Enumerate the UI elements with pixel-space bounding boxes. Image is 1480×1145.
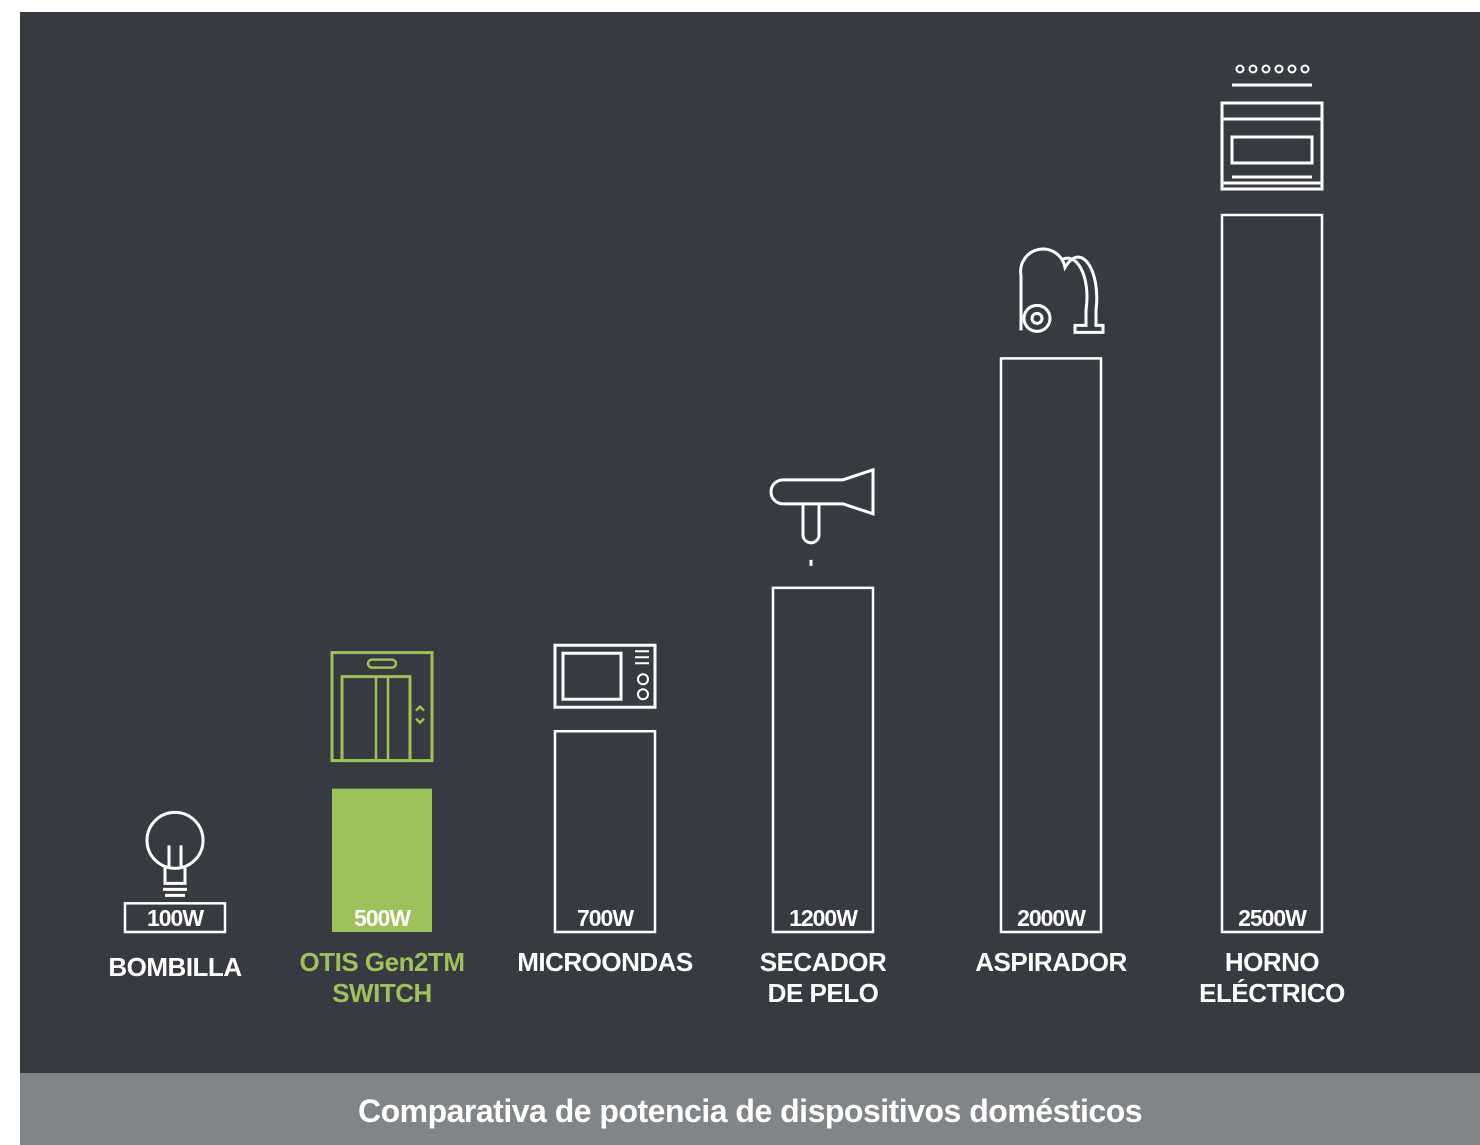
category-label: ASPIRADOR [975, 947, 1127, 977]
category-label: MICROONDAS [517, 947, 693, 977]
icon-part [637, 673, 649, 686]
value-label: 2000W [1017, 905, 1086, 931]
icon-part [1274, 64, 1284, 74]
icon-part [1230, 135, 1314, 165]
icon-part [1030, 311, 1044, 325]
icon-part [145, 810, 205, 870]
value-label: 2500W [1238, 905, 1307, 931]
icon-part [1019, 247, 1105, 334]
footer [20, 1073, 1480, 1145]
icon [1220, 64, 1324, 191]
icon-part [163, 845, 187, 897]
bar [332, 788, 432, 932]
icon [1019, 247, 1105, 334]
icon-part [1287, 64, 1297, 74]
icon-part [1261, 64, 1271, 74]
icon [769, 467, 875, 566]
chart-title: Comparativa de potencia de dispositivos … [357, 1093, 1143, 1129]
icon [553, 643, 657, 709]
icon-part [637, 688, 649, 701]
icon-part [1300, 64, 1310, 74]
bar [999, 357, 1103, 934]
value-label: 1200W [789, 905, 858, 931]
bar [553, 729, 657, 934]
icon-part [1022, 303, 1052, 333]
value-label: 100W [147, 905, 204, 931]
category-label: BOMBILLA [108, 952, 242, 982]
icon-part [366, 658, 398, 669]
icon [145, 810, 205, 897]
value-label: 700W [577, 905, 634, 931]
bar [771, 586, 875, 934]
bar [1220, 213, 1324, 934]
icon-part [374, 676, 425, 761]
icon-part [769, 467, 875, 566]
value-label: 500W [354, 905, 411, 931]
icon-part [561, 651, 623, 701]
icon-part [1222, 83, 1322, 185]
icon-part [1220, 101, 1324, 191]
category-label: OTIS Gen2TM SWITCH [299, 947, 465, 1008]
icon [330, 651, 434, 763]
icon-part [635, 650, 649, 665]
icon-part [553, 643, 657, 709]
category-label: HORNO ELÉCTRICO [1199, 947, 1345, 1008]
category-label: SECADOR DE PELO [759, 947, 887, 1008]
icon-part [1235, 64, 1245, 74]
icon-part [1248, 64, 1258, 74]
bar [123, 902, 227, 934]
